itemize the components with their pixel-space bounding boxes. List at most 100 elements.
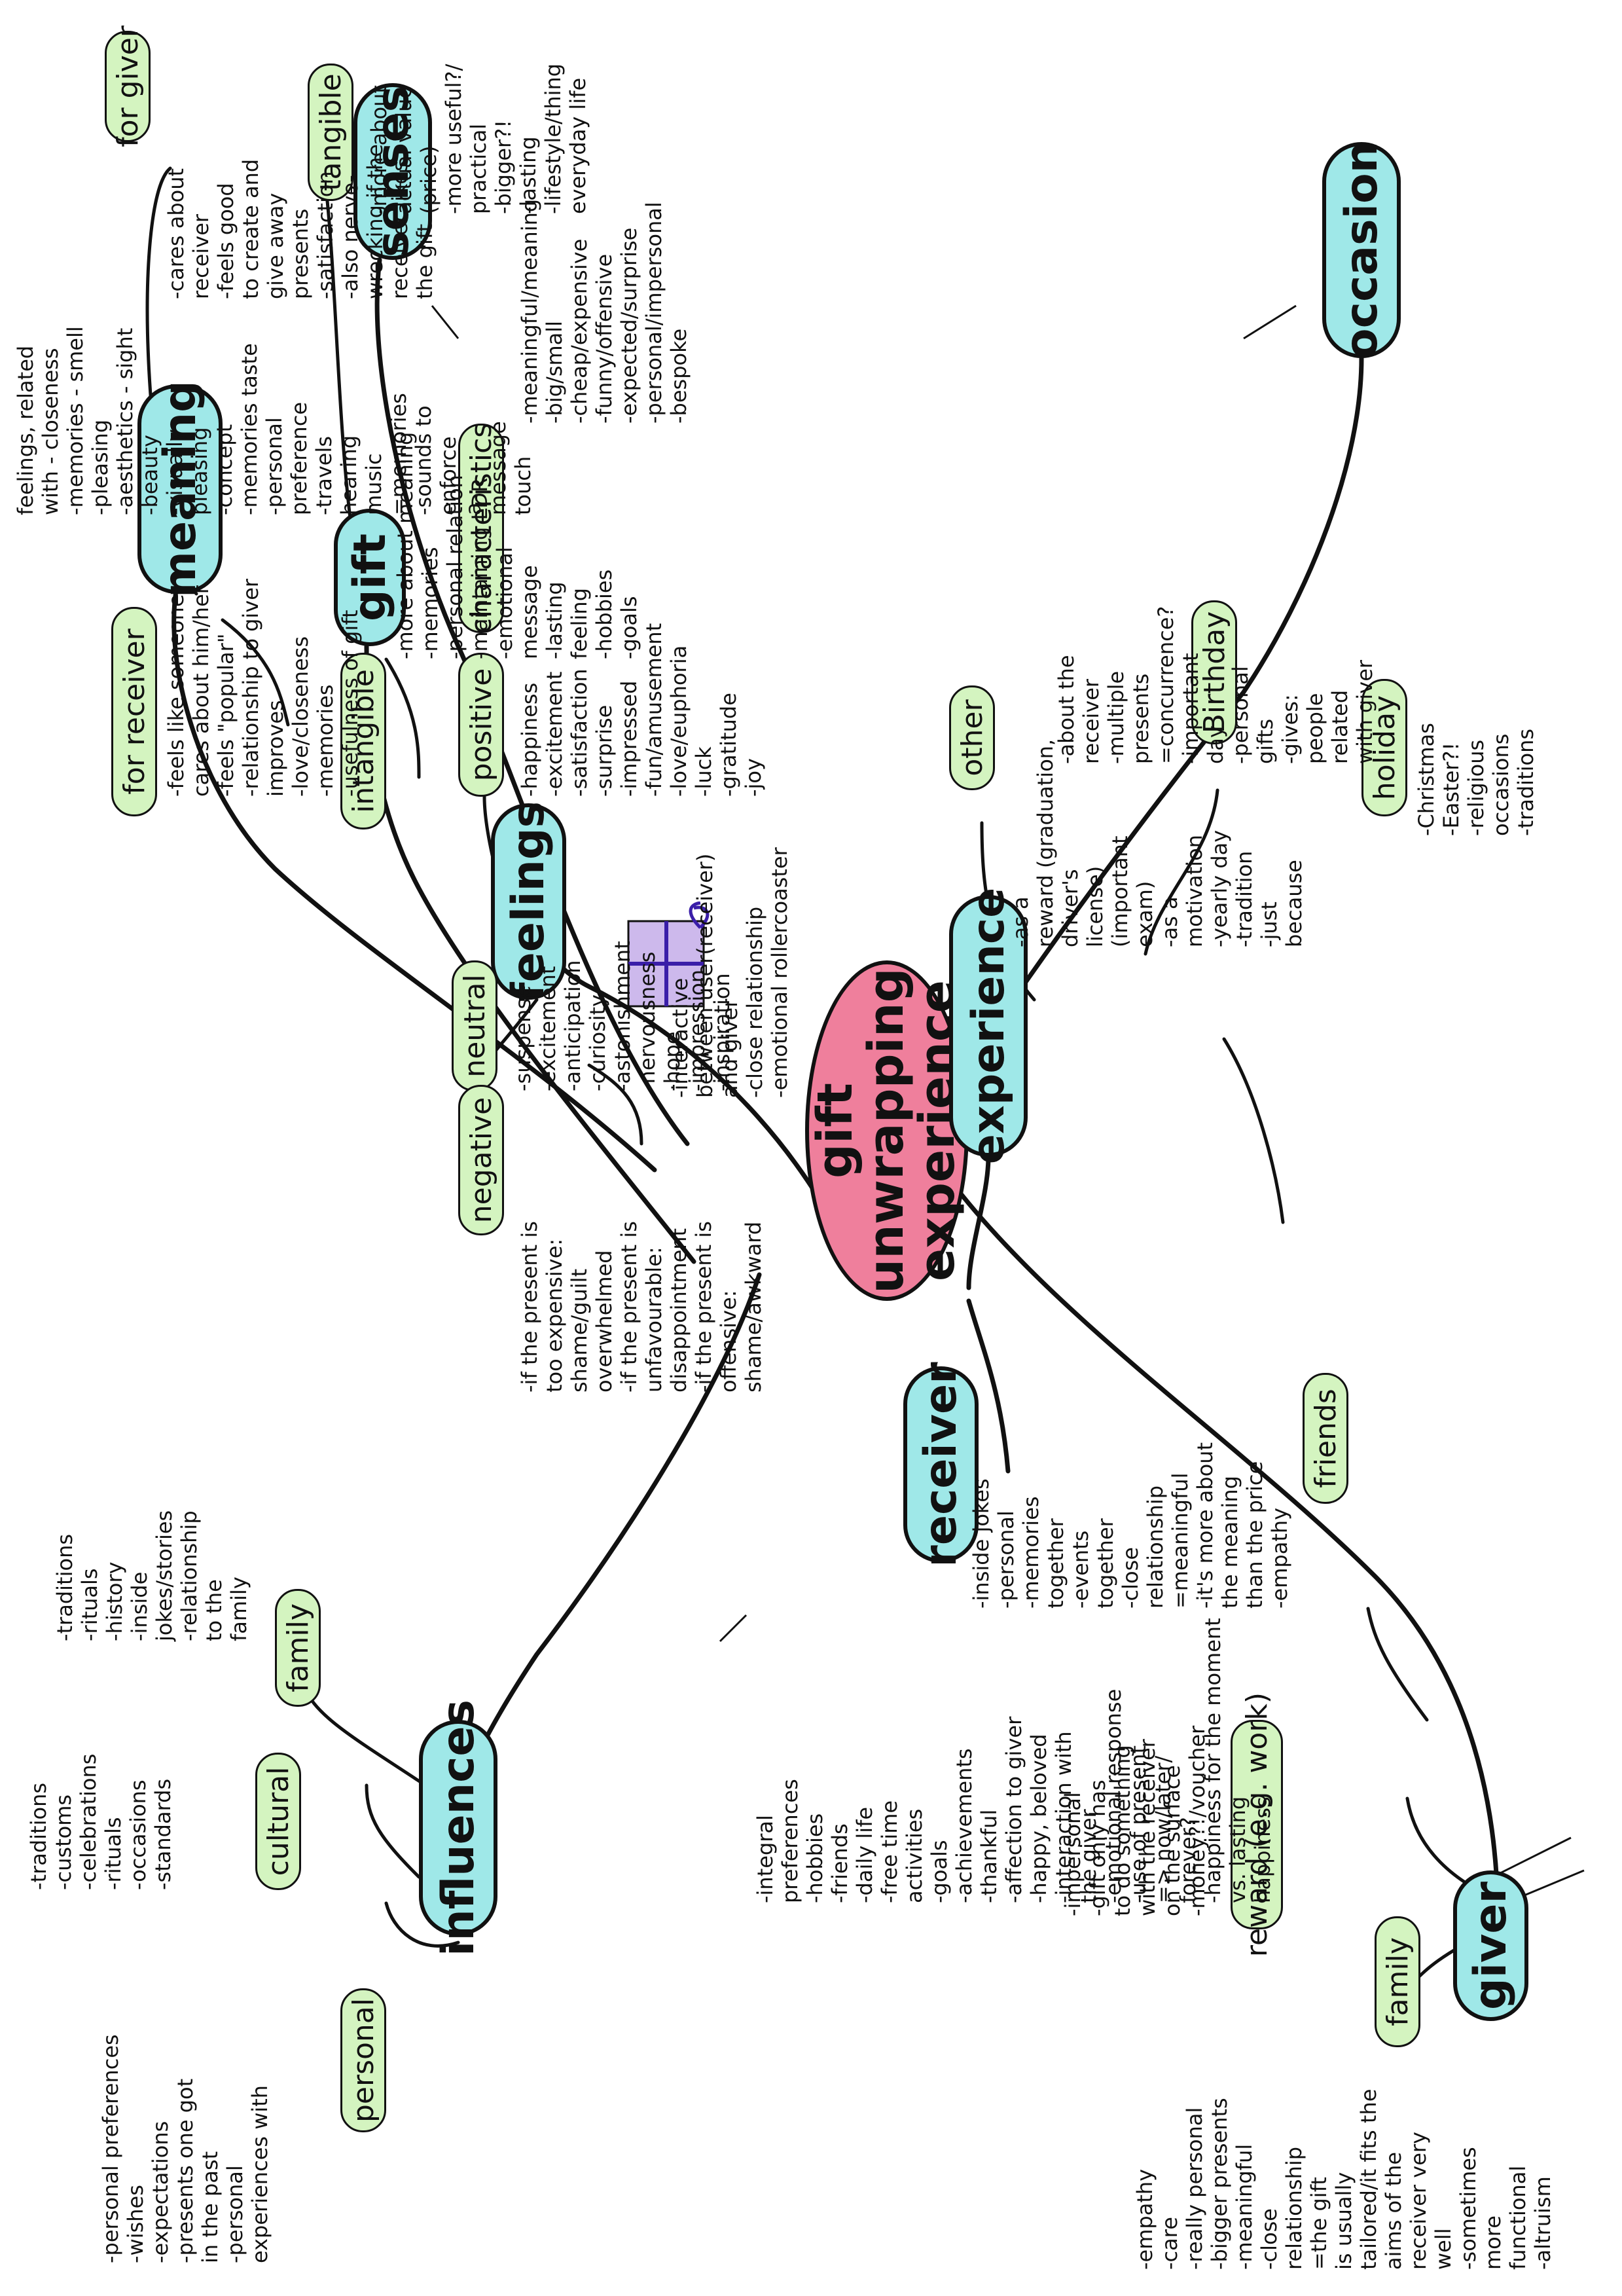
node-occasion: occasion [1322, 141, 1401, 359]
positive-label: positive [464, 668, 498, 782]
node-influences: influences [419, 1700, 497, 1956]
occasion-label: occasion [1335, 141, 1388, 359]
node-other: other [949, 685, 995, 790]
note-line: occasions [1488, 733, 1513, 836]
sub-line-family-influences [306, 1692, 427, 1787]
note-line: -memories [418, 547, 442, 659]
note-line: -about the [1054, 655, 1079, 764]
note-line: -excitement [542, 671, 567, 797]
note-line: motivation [1182, 834, 1207, 947]
note-line: -religious [1464, 739, 1488, 836]
note-line: receiver [1079, 678, 1104, 764]
note-line: -if the present is [617, 1221, 641, 1393]
note-line: -emotional [492, 547, 517, 659]
note-line: -if the present is [517, 1221, 542, 1393]
note-line: -usefulness of gift [338, 610, 363, 797]
note-line: -pleasing [88, 419, 113, 515]
note-line: -interactive [668, 977, 693, 1098]
note-line: -rituals [101, 1817, 126, 1890]
note-line: disappointment [666, 1228, 691, 1393]
branch-line-receiver [966, 1298, 1011, 1474]
sub-line-intangible [384, 657, 421, 779]
note-line: -multiple [1104, 670, 1128, 764]
note-line: -astonishment [610, 941, 635, 1091]
node-friends: friends [1303, 1373, 1348, 1504]
for-giver-label: for giver [111, 26, 145, 147]
note-line: -relationship to giver [238, 578, 263, 797]
note-line: -feels like someone [164, 594, 189, 797]
note-line: -gratitude [716, 693, 741, 797]
note-line: people [1303, 693, 1327, 764]
receiver-label: receiver [915, 1362, 967, 1567]
note-line: -memories taste [237, 343, 262, 515]
note-line: than the price [1242, 1461, 1267, 1609]
note-line: -visually [162, 429, 187, 515]
note-line: -anticipation [560, 960, 585, 1091]
note-line: =meaningful [1168, 1472, 1193, 1609]
note-line: exam) [1132, 881, 1157, 947]
note-line: -close [1118, 1547, 1143, 1609]
note-line: -hobbies [802, 1813, 827, 1903]
note-line: -lasting [516, 136, 541, 214]
notes-holiday: -Christmas -Easter?! -religious occasions -t… [1414, 723, 1538, 836]
notes-experience: -interactive between user(receiver) and gi… [668, 847, 792, 1098]
sub-line-negative [587, 1063, 643, 1146]
note-line: happiness [1250, 1796, 1275, 1903]
note-line: -personal [262, 417, 287, 515]
note-line: -celebrations [76, 1753, 101, 1890]
note-line: -empathy [1267, 1507, 1292, 1609]
note-line: -feels "popular" [213, 633, 238, 797]
note-line: -inside [127, 1571, 152, 1641]
sub-line-for-receiver [221, 618, 290, 727]
note-line: -happy, beloved [1026, 1734, 1051, 1903]
note-line: -cheap/expensive [567, 238, 592, 424]
note-line: -beauty [137, 435, 162, 515]
note-line: with - closeness [38, 348, 63, 515]
notes-friends: -inside jokes -personal -memories together -… [969, 1442, 1292, 1609]
note-line: -as a [1008, 896, 1033, 947]
note-line: -love/euphoria [666, 645, 691, 797]
note-line: -personal relation [442, 475, 467, 659]
node-for-receiver: for receiver [111, 607, 157, 816]
note-line: family [226, 1576, 251, 1641]
note-line: together [1093, 1518, 1118, 1609]
note-line: -more useful?/ [441, 64, 466, 214]
note-line: to the [202, 1579, 226, 1641]
note-line: together [1043, 1518, 1068, 1609]
note-line: too expensive: [542, 1238, 567, 1393]
note-line: -if the present is [691, 1221, 716, 1393]
note-line: -care [1157, 2217, 1182, 2270]
note-line: -inside jokes [969, 1478, 994, 1609]
note-line: -Christmas [1414, 723, 1439, 836]
note-line: -free time [877, 1800, 902, 1903]
note-line: everyday life [566, 77, 590, 214]
center-label: gift unwrapping experience [807, 968, 965, 1294]
note-line: experiences with [247, 2085, 272, 2263]
experience-label: experience [962, 887, 1015, 1165]
note-line: -really personal [1182, 2107, 1207, 2270]
note-line: -emotional rollercoaster [767, 847, 792, 1098]
note-line: -gives: [1278, 694, 1303, 764]
note-line: -customs [51, 1794, 76, 1890]
note-line: -impressed [617, 680, 641, 797]
note-line: actual value [391, 85, 416, 214]
gift-box-icon [615, 901, 720, 1013]
note-line: in the past [198, 2151, 223, 2263]
note-line: -occasions [126, 1779, 151, 1890]
note-line: -presents one got [173, 2078, 198, 2263]
note-line: -meaningful/meaning [517, 198, 542, 424]
note-line: -more about meaning [393, 431, 418, 659]
note-line: is usually [1331, 2172, 1356, 2270]
note-line: aims of the [1381, 2151, 1406, 2270]
note-line: receiver [189, 213, 213, 299]
note-line: -joy [741, 758, 766, 797]
note-line: presents [288, 208, 313, 299]
sub-line-personal [384, 1901, 460, 1948]
note-line: reward (graduation, [1033, 738, 1058, 947]
note-line: -traditions [26, 1782, 51, 1890]
note-line: between user(receiver) [693, 853, 717, 1098]
note-line: -big/small [542, 320, 567, 424]
note-line: relationship [1143, 1485, 1168, 1609]
notes-birthday: -about the receiver -multiple presents =conc… [1054, 606, 1377, 764]
